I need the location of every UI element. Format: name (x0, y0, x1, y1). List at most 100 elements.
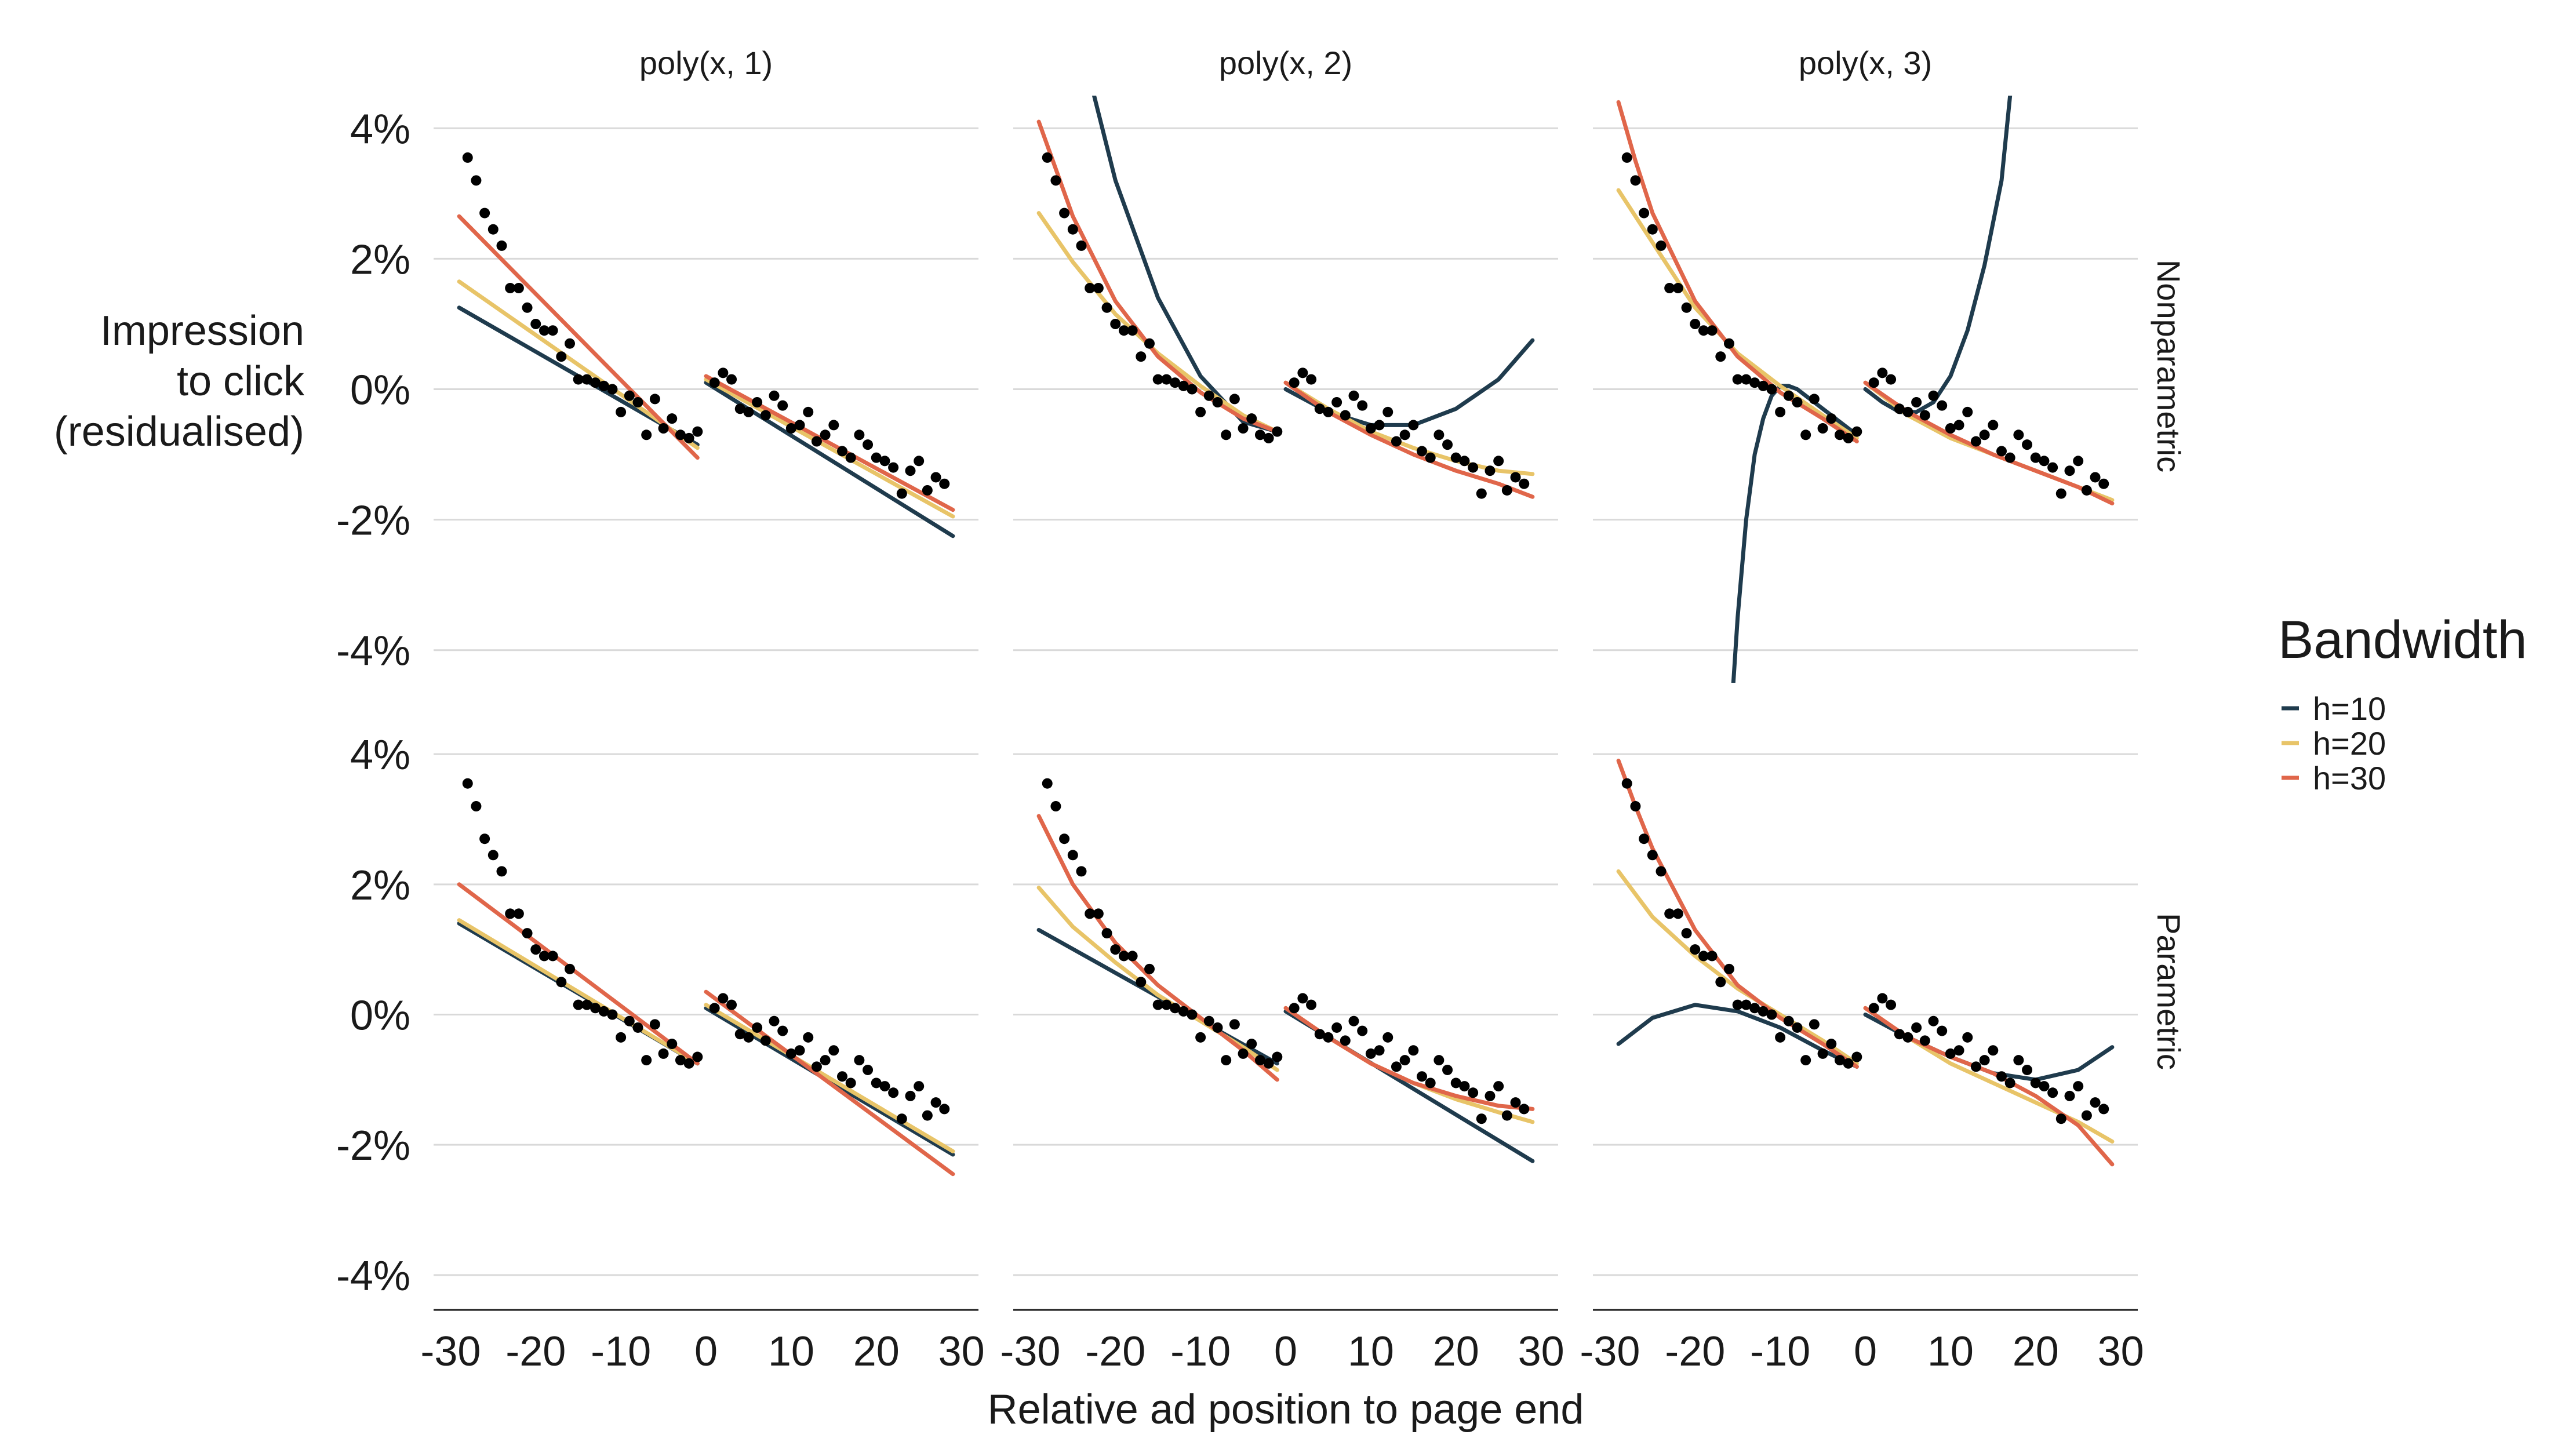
data-point (1937, 1025, 1948, 1036)
data-point (1732, 999, 1743, 1010)
data-point (1647, 224, 1658, 235)
data-point (683, 1058, 694, 1069)
data-point (2004, 1077, 2015, 1088)
data-point (1510, 472, 1521, 483)
data-point (1647, 850, 1658, 861)
data-point (1834, 429, 1845, 440)
data-point (1988, 420, 1999, 431)
data-point (803, 406, 814, 417)
data-point (2098, 478, 2109, 489)
data-point (2081, 1110, 2092, 1121)
fit-line-h30-right (704, 374, 955, 512)
data-point (1485, 465, 1496, 476)
data-point (863, 439, 874, 450)
data-point (726, 374, 737, 385)
legend-label: h=10 (2313, 690, 2386, 727)
data-point (1707, 325, 1718, 336)
fit-line-h30-left (457, 882, 700, 1066)
data-point (1919, 1035, 1930, 1046)
data-point (888, 462, 899, 473)
data-point (616, 406, 627, 417)
y-tick-label: -2% (336, 1123, 410, 1169)
data-point (530, 318, 541, 329)
data-point (1323, 406, 1334, 417)
data-point (1792, 1022, 1803, 1033)
data-point (1425, 452, 1436, 463)
data-point (1741, 374, 1752, 385)
data-point (1928, 390, 1939, 401)
data-point (803, 1032, 814, 1043)
data-point (1970, 436, 1981, 447)
x-tick-label: 0 (1274, 1328, 1297, 1375)
x-tick-label: 20 (853, 1328, 900, 1375)
data-point (879, 456, 890, 467)
data-point (760, 410, 771, 421)
data-point (1459, 456, 1470, 467)
data-point (479, 207, 490, 219)
data-point (683, 432, 694, 443)
data-point (2064, 1090, 2075, 1101)
data-point (1919, 410, 1930, 421)
x-tick-label: 10 (768, 1328, 814, 1375)
data-point (939, 478, 950, 489)
x-tick-label: -10 (591, 1328, 651, 1375)
data-point (1374, 1045, 1385, 1056)
data-point (1365, 1048, 1376, 1059)
data-point (1519, 1104, 1530, 1115)
data-point (743, 1032, 754, 1043)
data-point (1809, 394, 1820, 405)
data-point (752, 397, 763, 408)
data-point (1766, 384, 1777, 395)
data-point (1800, 429, 1811, 440)
data-point (641, 1055, 652, 1066)
data-point (1110, 318, 1121, 329)
data-point (1076, 240, 1087, 251)
data-point (1501, 1110, 1512, 1121)
data-point (547, 325, 558, 336)
data-point (624, 390, 635, 401)
y-axis-title-line: to click (177, 358, 305, 405)
fit-line-h30-left (1036, 119, 1279, 434)
labels-layer: 4%2%0%-2%-4%4%2%0%-2%-4%-30 -20 -10 0 10 20 30… (54, 45, 2187, 1433)
data-point (1902, 406, 1913, 417)
data-point (2022, 439, 2033, 450)
fit-lines-layer (457, 96, 2115, 1177)
data-point (513, 283, 524, 294)
data-point (939, 1104, 950, 1115)
data-point (905, 1090, 916, 1101)
data-point (777, 1025, 788, 1036)
data-point (632, 1022, 643, 1033)
data-point (539, 325, 550, 336)
data-point (1425, 1077, 1436, 1088)
data-point (2081, 485, 2092, 496)
x-tick-label: 20 (1433, 1328, 1479, 1375)
data-point (1433, 1055, 1445, 1066)
data-point (2047, 462, 2058, 473)
data-point (1382, 406, 1393, 417)
data-point (777, 400, 788, 411)
data-point (734, 1029, 745, 1040)
x-tick-label: 30 (938, 1328, 985, 1375)
data-point (1118, 325, 1129, 336)
data-point (1408, 1045, 1419, 1056)
data-point (1085, 908, 1096, 919)
data-point (1408, 420, 1419, 431)
data-point (1621, 152, 1632, 163)
data-point (487, 850, 499, 861)
y-tick-label: 0% (350, 367, 410, 414)
data-point (1297, 993, 1308, 1004)
data-point (743, 406, 754, 417)
data-point (1749, 1003, 1760, 1014)
fit-line-h10-left (1092, 96, 1279, 434)
y-tick-label: 4% (350, 106, 410, 152)
x-tick-label: 20 (2013, 1328, 2059, 1375)
data-point (675, 1055, 686, 1066)
data-point (1331, 1022, 1342, 1033)
x-tick-label: 0 (694, 1328, 718, 1375)
data-point (1144, 963, 1155, 974)
data-point (462, 152, 473, 163)
data-point (1877, 367, 1888, 378)
row-strip-label: Nonparametric (2151, 260, 2187, 472)
data-point (914, 456, 925, 467)
fit-line-h20-right (1863, 380, 2115, 503)
